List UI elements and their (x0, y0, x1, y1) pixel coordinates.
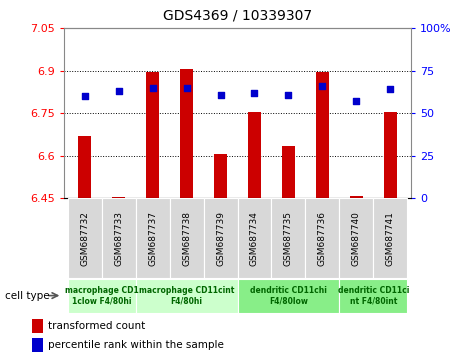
Bar (340, 279, 408, 313)
Point (251, 90, 258, 96)
Bar (135, 279, 238, 313)
Text: cell type: cell type (5, 291, 49, 301)
Text: transformed count: transformed count (48, 321, 145, 331)
Bar (203, 198, 238, 278)
Bar (238, 198, 272, 278)
Text: GSM687732: GSM687732 (80, 211, 89, 266)
Text: GSM687740: GSM687740 (352, 211, 361, 266)
Bar (135, 198, 170, 278)
Bar (78, 136, 91, 198)
Bar (316, 72, 329, 198)
Text: GSM687735: GSM687735 (284, 211, 293, 266)
Bar (67, 279, 135, 313)
Bar (180, 69, 193, 198)
Bar (272, 198, 305, 278)
Text: macrophage CD11cint
F4/80hi: macrophage CD11cint F4/80hi (139, 286, 234, 305)
Bar (350, 196, 363, 198)
Point (149, 85, 156, 91)
Point (183, 85, 190, 91)
Text: percentile rank within the sample: percentile rank within the sample (48, 341, 224, 350)
Point (217, 92, 224, 97)
Point (81, 93, 88, 99)
Text: GSM687738: GSM687738 (182, 211, 191, 266)
Bar (340, 198, 373, 278)
Bar (146, 72, 159, 198)
Text: GSM687737: GSM687737 (148, 211, 157, 266)
Text: GSM687741: GSM687741 (386, 211, 395, 266)
Bar (170, 198, 203, 278)
Text: dendritic CD11ci
nt F4/80int: dendritic CD11ci nt F4/80int (338, 286, 409, 305)
Bar (32, 319, 43, 333)
Text: GSM687739: GSM687739 (216, 211, 225, 266)
Point (352, 98, 360, 104)
Bar (238, 279, 340, 313)
Text: dendritic CD11chi
F4/80low: dendritic CD11chi F4/80low (250, 286, 327, 305)
Text: macrophage CD1
1clow F4/80hi: macrophage CD1 1clow F4/80hi (65, 286, 138, 305)
Bar (214, 154, 228, 198)
Text: GSM687733: GSM687733 (114, 211, 123, 266)
Point (319, 83, 326, 89)
Bar (32, 338, 43, 352)
Bar (373, 198, 408, 278)
Bar (384, 112, 397, 198)
Point (387, 87, 394, 92)
Bar (305, 198, 340, 278)
Bar (247, 112, 261, 198)
Bar (67, 198, 102, 278)
Bar (102, 198, 135, 278)
Bar (282, 146, 295, 198)
Text: GDS4369 / 10339307: GDS4369 / 10339307 (163, 9, 312, 23)
Point (115, 88, 123, 94)
Text: GSM687734: GSM687734 (250, 211, 259, 266)
Point (285, 92, 292, 97)
Text: GSM687736: GSM687736 (318, 211, 327, 266)
